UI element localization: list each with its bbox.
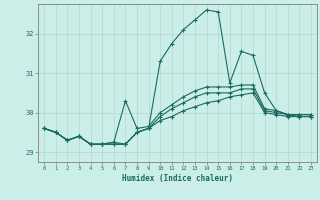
X-axis label: Humidex (Indice chaleur): Humidex (Indice chaleur) [122,174,233,183]
